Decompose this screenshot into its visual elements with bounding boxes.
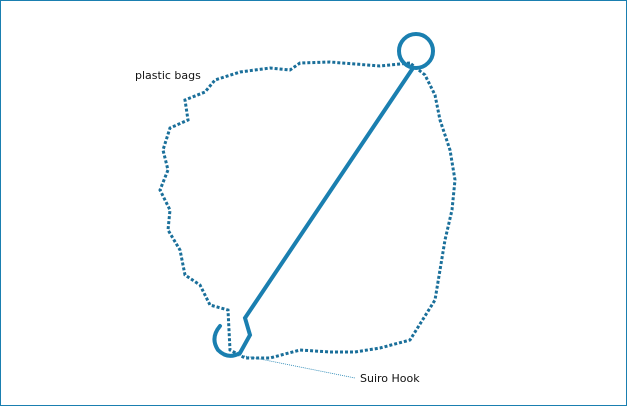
bags-label: plastic bags <box>135 69 201 82</box>
bag-outline <box>158 60 457 360</box>
hook-shaft <box>212 66 415 358</box>
hook-label: Suiro Hook <box>360 372 420 385</box>
hook-ring <box>397 32 435 70</box>
leader-line <box>239 354 356 379</box>
